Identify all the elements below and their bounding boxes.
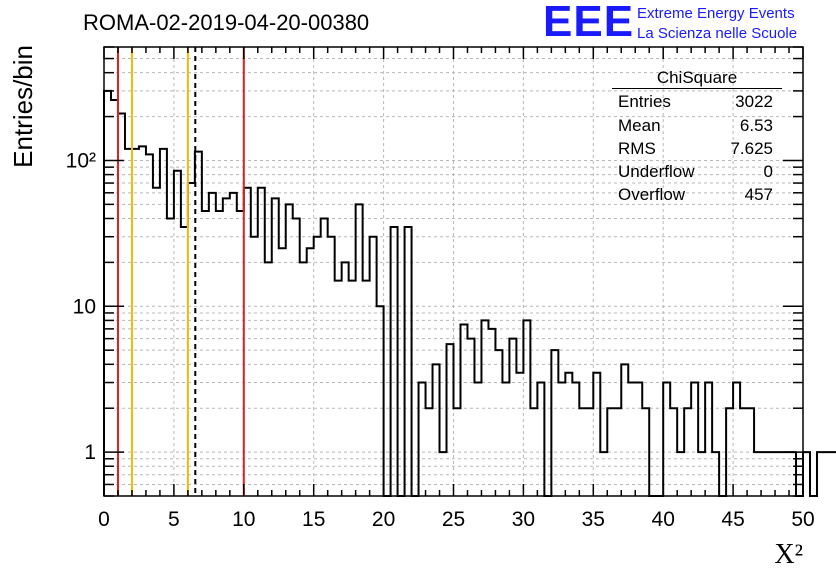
x-tick-label: 5 <box>168 508 180 531</box>
eee-logo: EEE Extreme Energy Events La Scienza nel… <box>543 0 833 48</box>
x-tick-label: 45 <box>721 508 744 531</box>
stats-value: 6.53 <box>739 116 773 135</box>
stats-value: 0 <box>763 162 773 181</box>
stats-value: 7.625 <box>730 139 773 158</box>
stats-key: Underflow <box>618 162 695 181</box>
logo-mark: EEE <box>543 0 635 46</box>
stats-row-mean: Mean 6.53 <box>618 116 773 138</box>
x-tick-label: 25 <box>442 508 465 531</box>
stats-key: RMS <box>618 139 656 158</box>
logo-line-2: La Scienza nelle Scuole <box>637 25 798 42</box>
x-tick-label: 50 <box>791 508 814 531</box>
stats-value: 3022 <box>735 92 773 111</box>
x-tick-label: 0 <box>98 508 110 531</box>
y-tick-label: 1 <box>84 441 96 464</box>
x-tick-label: 40 <box>652 508 675 531</box>
stats-row-entries: Entries 3022 <box>618 92 773 114</box>
run-title: ROMA-02-2019-04-20-00380 <box>83 10 370 35</box>
stats-divider <box>612 88 782 89</box>
stats-value: 457 <box>744 185 773 204</box>
y-tick-label: 10² <box>66 149 96 172</box>
y-axis-label: Entries/bin <box>8 45 38 168</box>
stats-key: Entries <box>618 92 671 111</box>
stats-row-underflow: Underflow 0 <box>618 162 773 184</box>
stats-row-overflow: Overflow 457 <box>618 185 773 207</box>
x-tick-label: 15 <box>302 508 325 531</box>
x-tick-label: 20 <box>372 508 395 531</box>
x-tick-label: 10 <box>232 508 255 531</box>
y-tick-label: 10 <box>73 295 96 318</box>
histogram-series <box>103 89 836 497</box>
stats-title: ChiSquare <box>656 68 738 87</box>
stats-key: Mean <box>618 116 661 135</box>
x-tick-label: 30 <box>512 508 535 531</box>
stats-row-rms: RMS 7.625 <box>618 139 773 161</box>
stats-key: Overflow <box>618 185 686 204</box>
logo-line-1: Extreme Energy Events <box>637 5 795 22</box>
x-tick-label: 35 <box>582 508 605 531</box>
x-axis-label: X² <box>774 539 803 570</box>
